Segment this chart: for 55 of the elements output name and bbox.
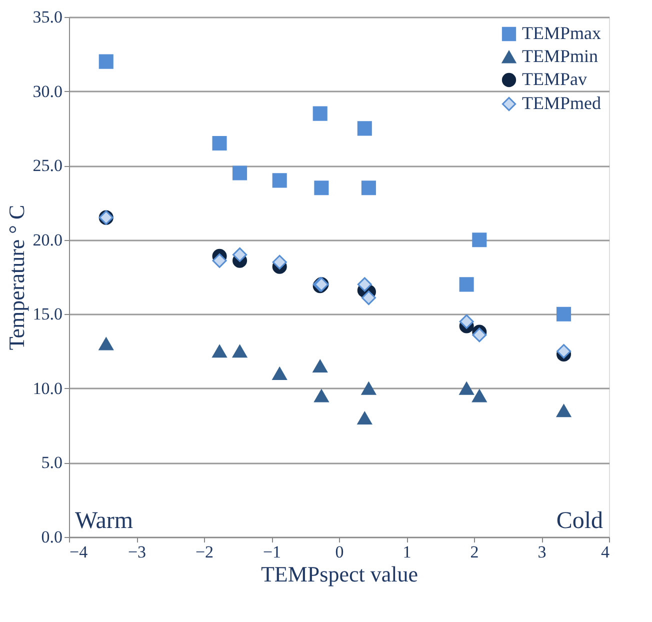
annotation: Cold xyxy=(556,508,603,534)
point xyxy=(312,106,328,121)
point xyxy=(232,166,248,180)
point xyxy=(472,232,487,248)
point xyxy=(312,360,328,373)
x-tick-label: 4 xyxy=(601,542,610,562)
x-tick-label: −3 xyxy=(128,542,146,562)
y-tick-label: 30.0 xyxy=(32,82,62,101)
x-tick-label: −4 xyxy=(70,542,88,562)
annotation: Warm xyxy=(75,508,134,534)
legend-label: TEMPav xyxy=(522,69,587,89)
point xyxy=(232,247,248,262)
point xyxy=(556,404,572,418)
point xyxy=(472,328,487,342)
point xyxy=(212,136,227,151)
y-tick-label: 15.0 xyxy=(32,304,62,324)
y-tick-label: 35.0 xyxy=(32,8,62,26)
point xyxy=(357,277,372,292)
point xyxy=(212,253,227,268)
point xyxy=(272,173,287,188)
x-tick-label: 2 xyxy=(470,542,479,562)
point xyxy=(361,382,376,395)
point xyxy=(361,180,376,196)
x-tick-label: 1 xyxy=(402,542,412,562)
point xyxy=(361,290,376,306)
legend-label: TEMPmed xyxy=(522,93,601,113)
x-tick-label: 3 xyxy=(538,542,546,562)
point xyxy=(459,382,474,395)
x-tick-label: −2 xyxy=(195,542,214,562)
point xyxy=(357,121,372,136)
point xyxy=(212,344,227,358)
y-tick-label: 10.0 xyxy=(32,378,62,398)
y-tick-label: 0.0 xyxy=(41,528,62,546)
point xyxy=(314,389,329,402)
y-axis-title: Temperature ° C xyxy=(4,204,29,350)
y-tick-label: 5.0 xyxy=(41,453,62,472)
x-axis-title: TEMPspect value xyxy=(260,562,418,586)
legend-label: TEMPmin xyxy=(522,46,598,66)
point xyxy=(472,389,487,402)
x-tick-label: 0 xyxy=(335,542,344,562)
point xyxy=(98,337,114,350)
point xyxy=(459,314,474,329)
point xyxy=(556,306,572,322)
x-tick-label: −1 xyxy=(262,542,282,562)
y-tick-label: 25.0 xyxy=(32,156,62,176)
y-tick-label: 20.0 xyxy=(32,230,62,250)
point xyxy=(357,412,372,425)
point xyxy=(232,344,248,358)
point xyxy=(272,367,287,380)
point xyxy=(98,54,114,69)
point xyxy=(556,344,572,359)
point xyxy=(272,254,287,270)
point xyxy=(314,180,329,196)
point xyxy=(459,277,474,292)
legend-label: TEMPmax xyxy=(522,23,601,43)
